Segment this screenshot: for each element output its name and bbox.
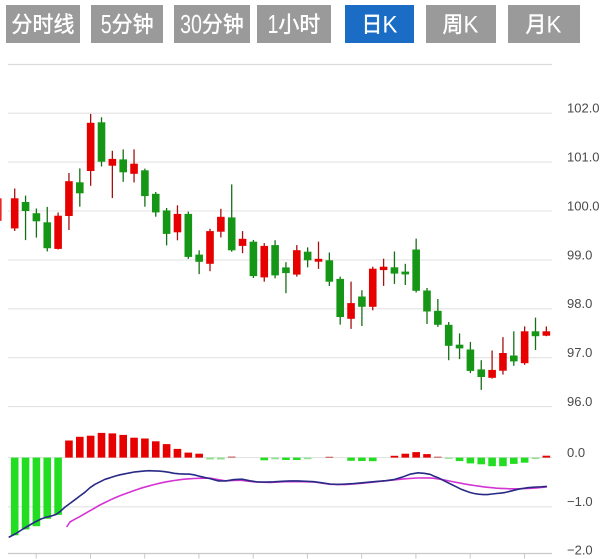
svg-text:−2.0: −2.0 <box>567 543 593 558</box>
svg-text:97.0: 97.0 <box>567 345 592 360</box>
svg-text:−1.0: −1.0 <box>567 494 593 509</box>
svg-text:0.0: 0.0 <box>567 445 585 460</box>
svg-text:1: 1 <box>268 9 279 38</box>
svg-text:98.0: 98.0 <box>567 296 592 311</box>
svg-text:100.0: 100.0 <box>567 198 600 213</box>
svg-text:101.0: 101.0 <box>567 150 600 165</box>
svg-text:K: K <box>382 10 397 37</box>
svg-text:0: 0 <box>191 9 202 38</box>
svg-text:96.0: 96.0 <box>567 394 592 409</box>
svg-text:99.0: 99.0 <box>567 247 592 262</box>
svg-text:K: K <box>464 10 479 37</box>
svg-text:3: 3 <box>180 9 191 38</box>
svg-text:102.0: 102.0 <box>567 101 600 116</box>
svg-text:5: 5 <box>100 9 111 38</box>
svg-text:K: K <box>547 10 562 37</box>
